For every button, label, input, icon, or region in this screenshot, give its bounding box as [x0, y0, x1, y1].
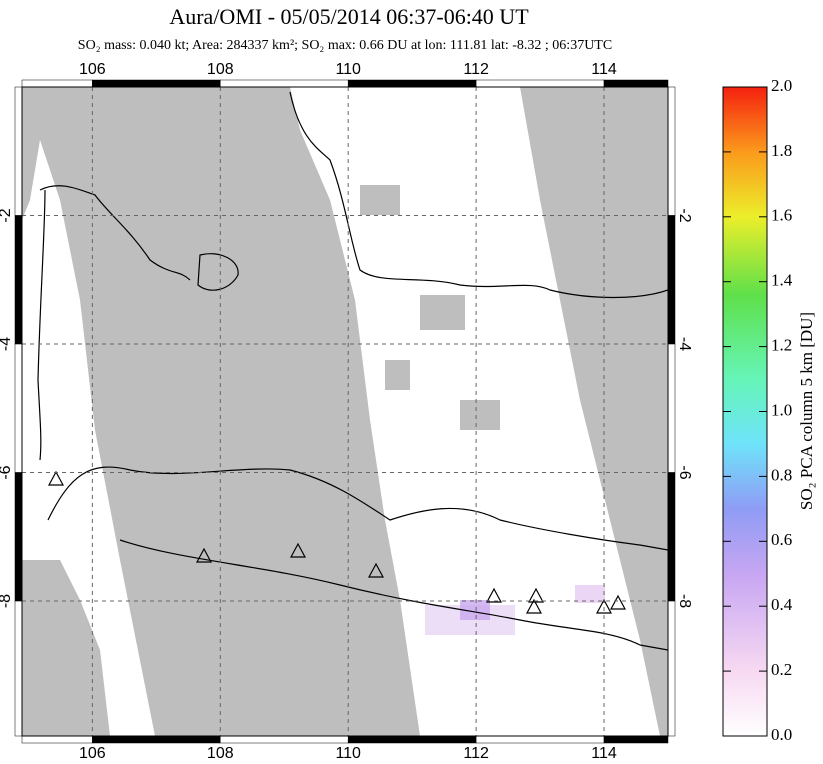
coastline	[289, 91, 668, 299]
frame-bar	[667, 343, 676, 473]
lat-tick-label: -8	[0, 594, 14, 608]
no-data-patch	[460, 400, 500, 430]
lon-tick-label: 108	[207, 61, 234, 78]
volcano	[525, 598, 543, 614]
coastline	[197, 253, 239, 291]
frame-bar	[92, 735, 221, 744]
so2-signal	[460, 600, 490, 620]
volcano	[195, 547, 213, 563]
volcano	[367, 562, 385, 578]
volcano	[595, 598, 613, 614]
volcano	[289, 542, 307, 558]
colorbar-tick-label: 0.4	[771, 595, 793, 614]
axes: 106 106 108 108 110 110 112 112 114 114 -2 -2 -4 -4 -6…	[0, 61, 693, 762]
lon-tick-label: 110	[335, 61, 361, 78]
volcano	[485, 587, 503, 603]
title: Aura/OMI - 05/05/2014 06:37-06:40 UT	[169, 4, 529, 29]
map-area	[22, 87, 668, 736]
no-data-region	[22, 560, 110, 736]
lon-tick-label: 112	[463, 745, 489, 759]
frame-bar	[667, 215, 676, 345]
no-data-region	[30, 87, 420, 736]
lon-tick-label: 114	[591, 745, 617, 759]
lat-tick-label: -8	[676, 594, 693, 608]
frame-bar	[667, 600, 676, 737]
colorbar-tick-label: 0.2	[771, 660, 792, 679]
frame-bar	[92, 79, 221, 88]
subtitle: SO₂ mass: 0.040 kt; Area: 284337 km²; SO…	[78, 38, 612, 53]
colorbar-tick-label: 0.8	[771, 465, 792, 484]
lon-tick-label: 114	[591, 61, 617, 78]
frame-bar	[220, 79, 349, 88]
frame-bar	[14, 472, 23, 602]
frame-bar	[603, 79, 669, 88]
coastline	[37, 185, 191, 461]
frame-bar	[347, 735, 477, 744]
volcano	[47, 470, 65, 486]
colorbar-tick-label: 1.8	[771, 141, 792, 160]
lon-tick-label: 106	[79, 61, 106, 78]
no-data-patch	[360, 185, 400, 215]
lat-tick-label: -2	[676, 208, 693, 222]
colorbar-tick-label: 1.2	[771, 336, 792, 355]
lon-tick-label: 112	[463, 61, 489, 78]
lat-tick-label: -4	[676, 337, 693, 351]
frame-bar	[14, 86, 23, 216]
frame-bar	[220, 735, 349, 744]
volcano-markers	[47, 470, 627, 614]
colorbar-tick-label: 0.0	[771, 725, 792, 744]
map-frame	[21, 86, 669, 737]
no-data-patch	[420, 295, 465, 330]
lon-tick-label: 108	[207, 745, 234, 759]
frame-bar	[603, 735, 669, 744]
colorbar-tick-label: 1.0	[771, 400, 792, 419]
frame-bar	[14, 600, 23, 737]
colorbar-tick-label: 0.6	[771, 530, 792, 549]
frame-bar	[475, 735, 605, 744]
frame-bar	[21, 735, 93, 744]
so2-signal	[575, 585, 605, 603]
frame-bar	[667, 86, 676, 216]
volcano	[527, 587, 545, 603]
volcano	[609, 594, 627, 610]
frame-bar	[347, 79, 477, 88]
lat-tick-label: -6	[0, 465, 14, 479]
frame-bar	[667, 472, 676, 602]
no-data-region	[22, 87, 40, 220]
frame-bar	[14, 215, 23, 345]
colorbar-label: SO₂ PCA column 5 km [DU]	[797, 312, 816, 510]
lon-tick-label: 106	[79, 745, 106, 759]
lat-tick-label: -6	[676, 465, 693, 479]
lon-tick-label: 110	[335, 745, 361, 759]
frame-bar	[14, 343, 23, 473]
frame-bar	[21, 79, 93, 88]
colorbar-tick-label: 2.0	[771, 76, 792, 95]
colorbar-tick-label: 1.6	[771, 206, 792, 225]
no-data-region	[520, 87, 668, 736]
no-data-patch	[385, 360, 410, 390]
colorbar-axis: 0.0 0.2 0.4 0.6 0.8 1.0 1.2 1.4 1.6 1.8 2.0	[723, 76, 793, 744]
lat-tick-label: -2	[0, 208, 14, 222]
colorbar-tick-label: 1.4	[771, 271, 793, 290]
lat-tick-label: -4	[0, 337, 14, 351]
frame-bar	[475, 79, 605, 88]
